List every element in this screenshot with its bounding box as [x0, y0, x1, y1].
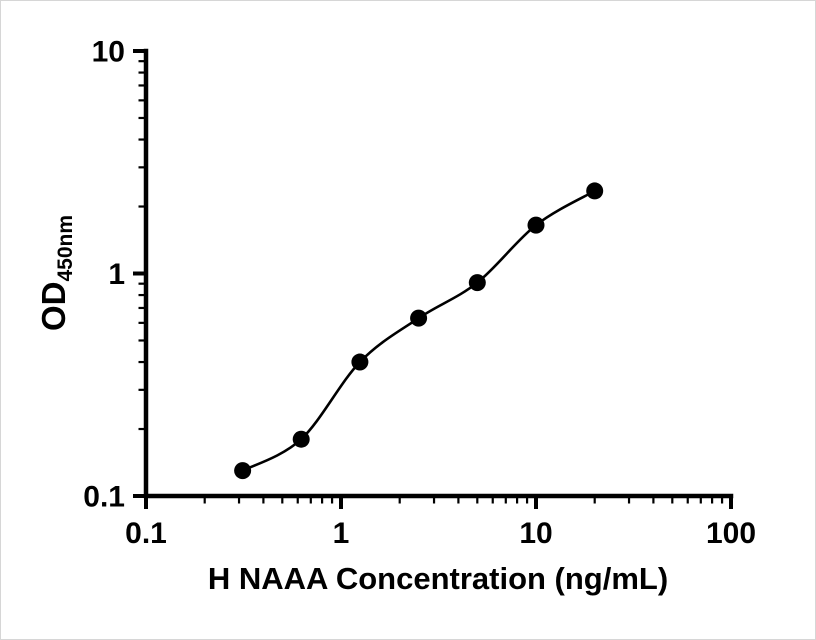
- x-tick-label: 1: [333, 517, 350, 550]
- plot-layer: 0.1 1 10 100 0.1 1 10: [83, 36, 756, 551]
- data-point: [586, 182, 604, 200]
- y-tick-label: 1: [108, 258, 125, 291]
- x-axis-title: H NAAA Concentration (ng/mL): [208, 561, 668, 596]
- fit-curve: [242, 189, 596, 472]
- data-point: [292, 430, 310, 448]
- y-tick-label: 0.1: [83, 481, 125, 514]
- x-tick-label: 0.1: [125, 517, 167, 550]
- x-tick-label: 10: [519, 517, 552, 550]
- data-point: [234, 462, 252, 480]
- x-tick-label: 100: [706, 517, 756, 550]
- y-tick-label: 10: [92, 36, 125, 69]
- data-point: [410, 309, 428, 327]
- data-point: [351, 353, 369, 371]
- data-point: [468, 274, 486, 292]
- y-axis-title-sub: 450nm: [54, 215, 77, 282]
- y-axis-title: OD450nm: [35, 215, 77, 331]
- axes: [143, 48, 734, 499]
- data-point: [527, 216, 545, 234]
- y-axis-title-main: OD: [35, 282, 72, 332]
